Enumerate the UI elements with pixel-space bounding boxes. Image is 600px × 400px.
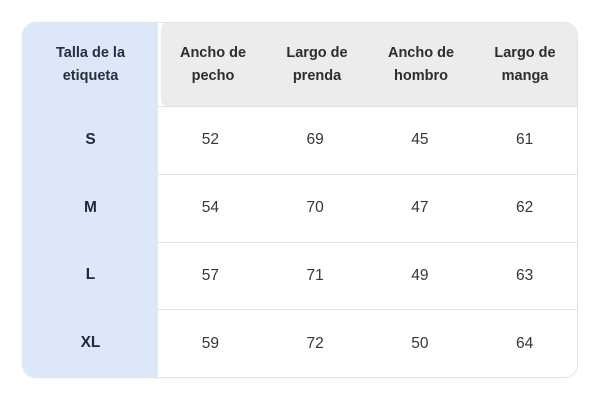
cell-l-largo-prenda: 71 [262, 241, 368, 310]
cell-m-largo-prenda: 70 [262, 173, 368, 242]
cell-xl-ancho-hombro: 50 [367, 309, 473, 377]
cell-s-ancho-pecho: 52 [158, 106, 263, 174]
size-label: L [85, 266, 96, 284]
size-row-label-l: L [23, 241, 158, 310]
size-label: M [84, 198, 97, 216]
table-header-row: Ancho de pecho Largo de prenda Ancho de … [161, 23, 577, 106]
size-row-label-s: S [23, 106, 158, 174]
cell-l-ancho-pecho: 57 [158, 241, 263, 310]
size-chart-table: Talla de la etiqueta S M L XL Ancho de p… [22, 22, 578, 378]
cell-xl-largo-manga: 64 [472, 309, 577, 377]
size-label: XL [80, 334, 101, 352]
corner-header-talla-de-la-etiqueta: Talla de la etiqueta [23, 23, 158, 106]
cell-l-largo-manga: 63 [472, 241, 577, 310]
size-row-label-m: M [23, 173, 158, 242]
cell-xl-largo-prenda: 72 [262, 309, 368, 377]
column-header-ancho-de-pecho: Ancho de pecho [179, 45, 247, 84]
size-label: S [85, 130, 96, 148]
column-header-largo-de-manga: Largo de manga [494, 45, 556, 84]
column-header-largo-de-prenda: Largo de prenda [286, 45, 348, 84]
cell-m-ancho-pecho: 54 [158, 173, 263, 242]
cell-m-ancho-hombro: 47 [367, 173, 473, 242]
cell-s-largo-prenda: 69 [262, 106, 368, 174]
size-row-label-xl: XL [23, 309, 158, 377]
column-header-ancho-de-hombro: Ancho de hombro [387, 45, 455, 84]
cell-m-largo-manga: 62 [472, 173, 577, 242]
cell-l-ancho-hombro: 49 [367, 241, 473, 310]
cell-s-largo-manga: 61 [472, 106, 577, 174]
cell-xl-ancho-pecho: 59 [158, 309, 263, 377]
cell-s-ancho-hombro: 45 [367, 106, 473, 174]
